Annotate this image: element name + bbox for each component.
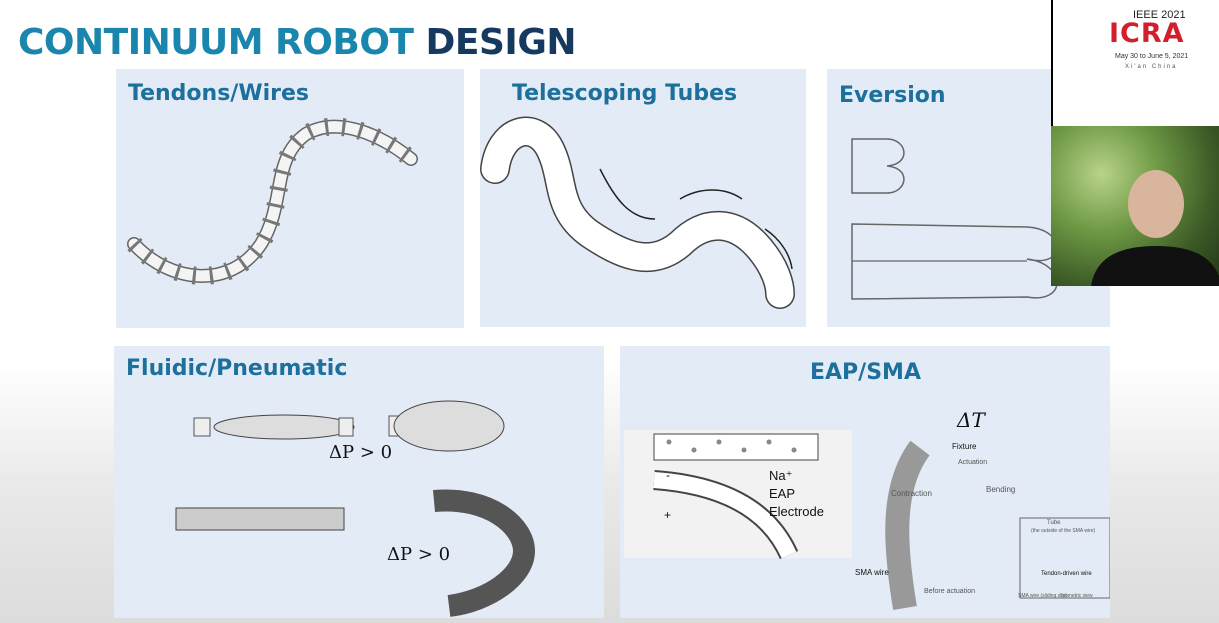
panel-label-eversion: Eversion <box>839 83 946 108</box>
title-part-2: DESIGN <box>425 22 577 63</box>
webcam-feed <box>1051 126 1219 286</box>
eap-plus-label: + <box>664 508 672 522</box>
panel-label-fluidic: Fluidic/Pneumatic <box>126 356 348 381</box>
panel-fluidic-pneumatic: Fluidic/Pneumatic ΔP > 0 ΔP > 0 <box>114 346 604 618</box>
panel-tendons-wires: Tendons/Wires <box>116 69 464 328</box>
fluidic-equation-1: ΔP > 0 <box>329 442 393 463</box>
tendon-wire-label: Tendon-driven wire <box>1041 571 1092 577</box>
logo-icra-wordmark: ICRA <box>1109 18 1185 49</box>
panel-label-eap: EAP/SMA <box>810 360 921 385</box>
panel-label-telescoping: Telescoping Tubes <box>512 81 738 106</box>
sma-sliding-label: SMA wire (sliding slip) <box>1018 593 1067 599</box>
presenter-silhouette <box>1091 170 1219 286</box>
eap-material-label: EAP <box>769 486 796 501</box>
eversion-illustration <box>851 138 1058 300</box>
sma-diagram <box>885 440 1110 610</box>
eap-diagram: - + Na⁺ EAP Electrode <box>624 430 852 560</box>
slide-title: CONTINUUM ROBOT DESIGN <box>18 22 577 63</box>
tube-label: Tube <box>1047 520 1061 526</box>
panel-telescoping-tubes: Telescoping Tubes <box>480 69 806 327</box>
eap-minus-label: - <box>666 468 670 482</box>
icra-logo: IEEE 2021 ICRA May 30 to June 5, 2021 Xi… <box>1051 0 1219 126</box>
fluidic-equation-2: ΔP > 0 <box>387 544 451 565</box>
na-ion-label: Na⁺ <box>769 468 793 483</box>
bending-label: Bending <box>986 485 1016 494</box>
fluidic-actuators-illustration <box>175 400 536 617</box>
fixture-label: Fixture <box>952 442 977 451</box>
electrode-label: Electrode <box>769 504 824 519</box>
isometric-view-label: Isometric view <box>1061 593 1093 599</box>
logo-ieee-label: IEEE 2021 <box>1133 9 1186 21</box>
panel-eap-sma: EAP/SMA - + Na⁺ EAP Electrode ΔT Fixture… <box>620 346 1110 618</box>
logo-city: Xi'an China <box>1125 64 1178 70</box>
delta-t-label: ΔT <box>957 408 985 432</box>
before-actuation-label: Before actuation <box>924 588 975 595</box>
title-part-1: CONTINUUM ROBOT <box>18 22 414 63</box>
actuation-label: Actuation <box>958 459 988 466</box>
logo-dates: May 30 to June 5, 2021 <box>1115 53 1189 60</box>
telescoping-tubes-illustration <box>480 116 795 309</box>
sma-wire-label: SMA wire <box>855 568 889 577</box>
panel-label-tendons: Tendons/Wires <box>128 81 309 106</box>
tendon-robot-illustration <box>127 117 418 285</box>
contraction-label: Contraction <box>891 489 932 498</box>
tube-note-label: (the outside of the SMA wire) <box>1031 528 1096 534</box>
